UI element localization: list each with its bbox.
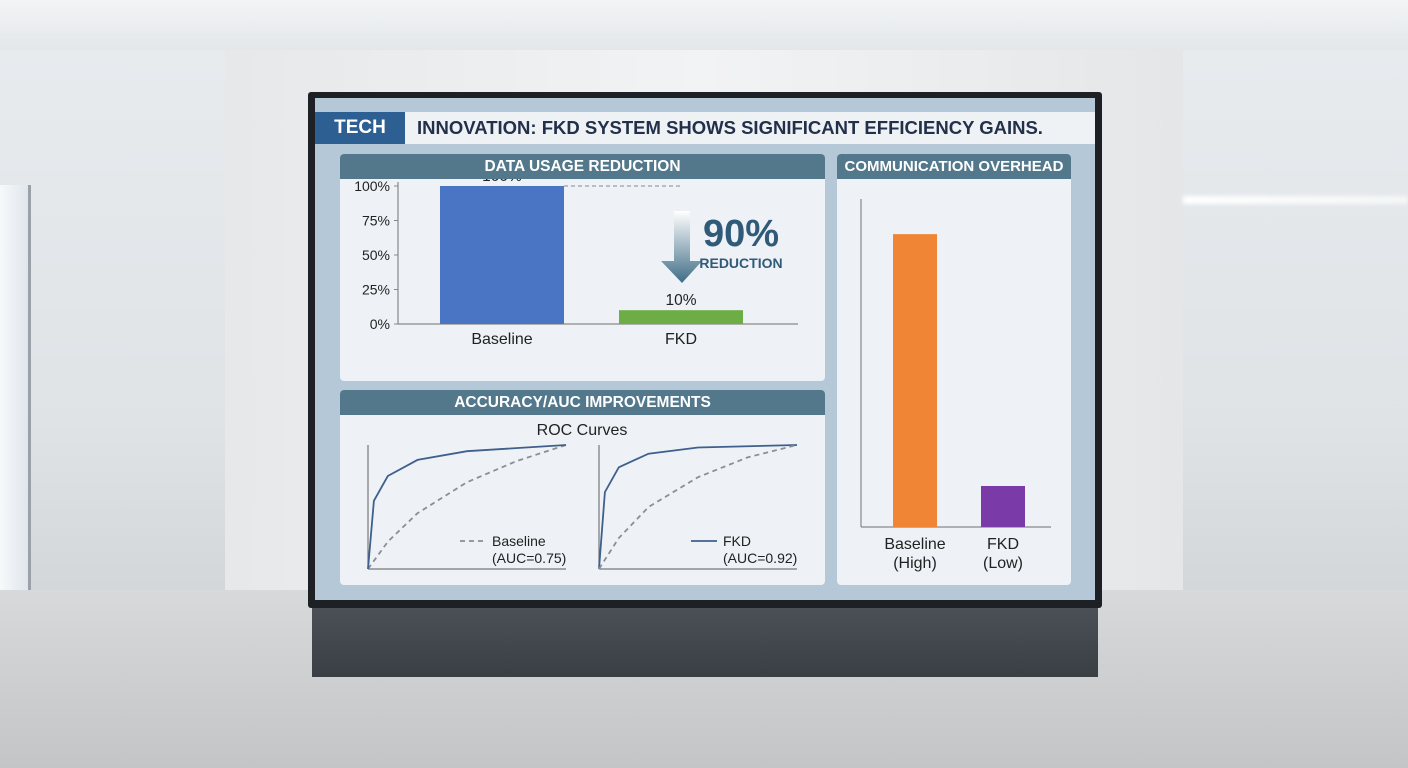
- legend-auc-label: (AUC=0.75): [492, 550, 566, 566]
- bar-value-label: 10%: [665, 292, 696, 309]
- room-light-strip: [1183, 196, 1408, 204]
- legend-label: FKD: [723, 533, 751, 549]
- reduction-callout-label: REDUCTION: [699, 255, 782, 271]
- y-tick-label: 50%: [362, 247, 390, 263]
- overhead-x-sublabel: (High): [893, 555, 937, 572]
- overhead-panel-title: COMMUNICATION OVERHEAD: [837, 154, 1071, 179]
- overhead-x-label: FKD: [987, 536, 1019, 553]
- room-window: [0, 185, 31, 595]
- overhead-bar-baseline: [893, 234, 937, 527]
- legend-auc-label: (AUC=0.92): [723, 550, 797, 566]
- room-ceiling: [0, 0, 1408, 50]
- accuracy-panel-title: ACCURACY/AUC IMPROVEMENTS: [340, 390, 825, 415]
- y-tick-label: 75%: [362, 213, 390, 229]
- reduction-callout-value: 90%: [703, 213, 779, 255]
- overhead-x-label: Baseline: [884, 536, 945, 553]
- roc-curve-solid: [367, 444, 567, 570]
- display-stand: [312, 605, 1098, 677]
- y-tick-label: 0%: [370, 316, 390, 332]
- overhead-chart: Baseline (High) FKD (Low): [860, 199, 1051, 572]
- data-usage-chart: 0% 25% 50% 75% 100% 100% Baseline 10% FKD 90%REDU…: [354, 179, 798, 348]
- overhead-panel: COMMUNICATION OVERHEAD Baseline (High) FKD…: [837, 154, 1071, 585]
- overhead-bar-fkd: [981, 486, 1025, 527]
- accuracy-panel: ACCURACY/AUC IMPROVEMENTS ROC Curves Base…: [340, 390, 825, 585]
- bar-fkd: [619, 310, 743, 324]
- data-usage-panel: DATA USAGE REDUCTION 0% 25% 50% 75% 100% 100%…: [340, 154, 825, 381]
- reduction-arrow-icon: [661, 211, 702, 283]
- headline-tag: TECH: [315, 112, 405, 144]
- x-tick-label: FKD: [665, 331, 697, 348]
- headline-text: INNOVATION: FKD SYSTEM SHOWS SIGNIFICANT…: [417, 117, 1043, 138]
- roc-chart-title: ROC Curves: [537, 422, 628, 439]
- overhead-x-sublabel: (Low): [983, 555, 1023, 572]
- roc-curve-dashed: [367, 444, 567, 570]
- y-tick-label: 25%: [362, 282, 390, 298]
- legend-label: Baseline: [492, 533, 546, 549]
- roc-curve-dashed: [598, 444, 798, 570]
- data-usage-panel-title: DATA USAGE REDUCTION: [340, 154, 825, 179]
- display-content: TECH INNOVATION: FKD SYSTEM SHOWS SIGNIF…: [315, 98, 1095, 600]
- headline-bar: TECH INNOVATION: FKD SYSTEM SHOWS SIGNIF…: [315, 112, 1095, 144]
- x-tick-label: Baseline: [471, 331, 532, 348]
- bar-baseline: [440, 186, 564, 324]
- display-screen: TECH INNOVATION: FKD SYSTEM SHOWS SIGNIF…: [308, 92, 1102, 608]
- bar-value-label: 100%: [482, 179, 522, 185]
- roc-curve-solid: [598, 444, 798, 570]
- roc-chart: ROC Curves Baseline(AUC=0.75) FKD(AUC=0.92…: [367, 422, 798, 570]
- y-tick-label: 100%: [354, 179, 390, 194]
